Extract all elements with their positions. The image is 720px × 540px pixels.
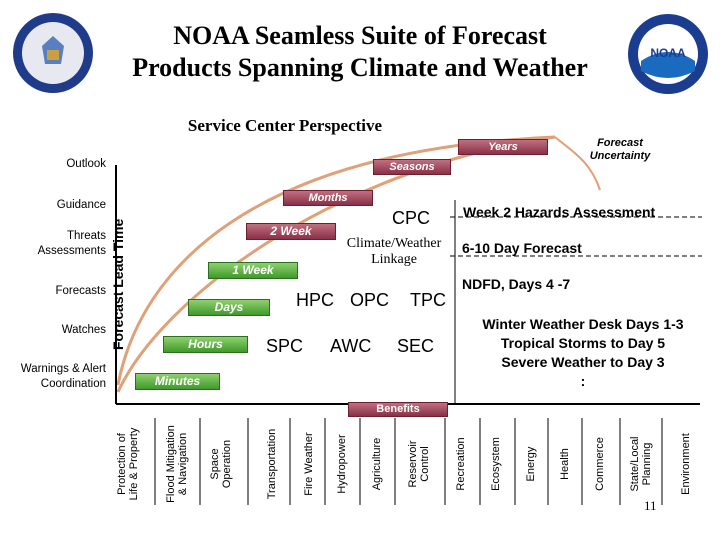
box-1-week: 1 Week	[208, 262, 298, 279]
benefit-label-line-2: Operation	[221, 439, 233, 489]
benefit-label-line-1: Flood Mitigation	[165, 425, 177, 503]
benefit-label-line-1: Fire Weather	[303, 432, 315, 496]
uncertainty-arc-inner	[116, 135, 556, 393]
benefit-label-line-1: Health	[559, 448, 571, 480]
box-2-week: 2 Week	[246, 223, 336, 240]
benefit-label-line-1: Commerce	[594, 437, 606, 491]
tropical-storms: Tropical Storms to Day 5	[500, 335, 666, 351]
box-years: Years	[458, 139, 548, 155]
benefit-label: State/Local Planning	[629, 423, 653, 505]
benefit-label-line-1: Transportation	[266, 428, 278, 500]
desk-list: Winter Weather Desk Days 1-3 Tropical St…	[458, 315, 708, 391]
label-outlook: Outlook	[66, 158, 106, 170]
page-title: NOAA Seamless Suite of Forecast Products…	[100, 20, 620, 84]
benefit-label-line-1: Ecosystem	[490, 437, 502, 491]
page-number: 11	[644, 498, 657, 513]
svg-text:NOAA: NOAA	[650, 46, 686, 60]
doc-seal-logo	[13, 13, 93, 93]
label-threats-1: Threats	[67, 230, 106, 242]
label-warnings-1: Warnings & Alert	[20, 363, 106, 375]
climate-weather-2: Linkage	[371, 252, 417, 267]
benefit-label-line-1: Agriculture	[371, 437, 383, 491]
label-guidance: Guidance	[56, 199, 106, 211]
benefit-label-line-1: Energy	[525, 446, 537, 482]
benefit-label: Fire Weather	[303, 423, 315, 505]
benefit-label: Transportation	[266, 423, 278, 505]
benefit-label-line-1: Reservoir	[407, 440, 419, 488]
severe-weather: Severe Weather to Day 3	[501, 354, 665, 370]
center-opc: OPC	[350, 290, 390, 310]
benefit-label-line-1: Recreation	[455, 437, 467, 491]
label-warnings: Warnings & Alert Coordination	[21, 362, 106, 392]
center-spc: SPC	[266, 336, 304, 356]
benefit-separators	[154, 418, 663, 505]
label-warnings-2: Coordination	[40, 378, 106, 390]
benefit-label-line-1: Hydropower	[336, 434, 348, 494]
box-hours: Hours	[163, 336, 248, 353]
label-threats: Threats Assessments	[38, 229, 106, 259]
benefit-label: Health	[559, 423, 571, 505]
label-watches: Watches	[61, 324, 106, 336]
benefit-label-line-2: Planning	[641, 442, 653, 486]
box-benefits: Benefits	[348, 402, 448, 417]
day610-forecast: 6-10 Day Forecast	[462, 240, 582, 256]
benefit-label: Agriculture	[371, 423, 383, 505]
benefit-label: Commerce	[594, 423, 606, 505]
forecast-uncertainty-2: Uncertainty	[589, 150, 651, 162]
benefit-label: Flood Mitigation & Navigation	[165, 423, 189, 505]
climate-weather-1: Climate/Weather	[346, 236, 442, 251]
box-days: Days	[188, 299, 270, 316]
center-hpc: HPC	[296, 290, 335, 310]
benefit-label: Hydropower	[336, 423, 348, 505]
benefit-label-line-2: & Navigation	[177, 432, 189, 496]
more-dots: :	[580, 373, 586, 389]
forecast-uncertainty-1: Forecast	[597, 137, 643, 149]
ndfd-days: NDFD, Days 4 -7	[462, 276, 571, 292]
climate-weather-linkage: Climate/Weather Linkage	[342, 236, 446, 268]
label-threats-2: Assessments	[37, 245, 106, 257]
center-cpc: CPC	[392, 208, 431, 228]
benefit-label-line-1: State/Local	[629, 436, 641, 492]
uncertainty-arc-outer	[116, 135, 556, 386]
benefit-label: Recreation	[455, 423, 467, 505]
center-sec: SEC	[397, 336, 435, 356]
benefit-label-line-2: Control	[419, 446, 431, 482]
benefit-label: Space Operation	[209, 423, 233, 505]
benefit-label: Environment	[680, 423, 692, 505]
benefit-label-line-2: Life & Property	[128, 427, 140, 501]
center-awc: AWC	[330, 336, 372, 356]
label-forecasts: Forecasts	[55, 285, 107, 297]
benefit-label-line-1: Environment	[680, 433, 692, 495]
forecast-uncertainty-label: Forecast Uncertainty	[570, 137, 670, 163]
box-seasons: Seasons	[373, 159, 451, 175]
winter-desk: Winter Weather Desk Days 1-3	[482, 316, 684, 332]
benefit-label: Ecosystem	[490, 423, 502, 505]
title-line-1: NOAA Seamless Suite of Forecast	[173, 21, 547, 50]
benefit-label: Reservoir Control	[407, 423, 431, 505]
week2-hazards: Week 2 Hazards Assessment	[463, 204, 656, 220]
y-axis-label: Forecast Lead Time	[110, 218, 126, 350]
benefit-label: Energy	[525, 423, 537, 505]
subtitle: Service Center Perspective	[187, 116, 383, 135]
box-months: Months	[283, 190, 373, 206]
benefit-label-line-1: Protection of	[116, 433, 128, 495]
center-tpc: TPC	[410, 290, 446, 310]
noaa-logo: NOAA	[628, 14, 708, 94]
box-minutes: Minutes	[135, 373, 220, 390]
title-line-2: Products Spanning Climate and Weather	[132, 53, 588, 82]
benefit-label-line-1: Space	[209, 448, 221, 480]
benefit-label: Protection of Life & Property	[116, 423, 140, 505]
uncertainty-arc-right	[554, 136, 601, 191]
